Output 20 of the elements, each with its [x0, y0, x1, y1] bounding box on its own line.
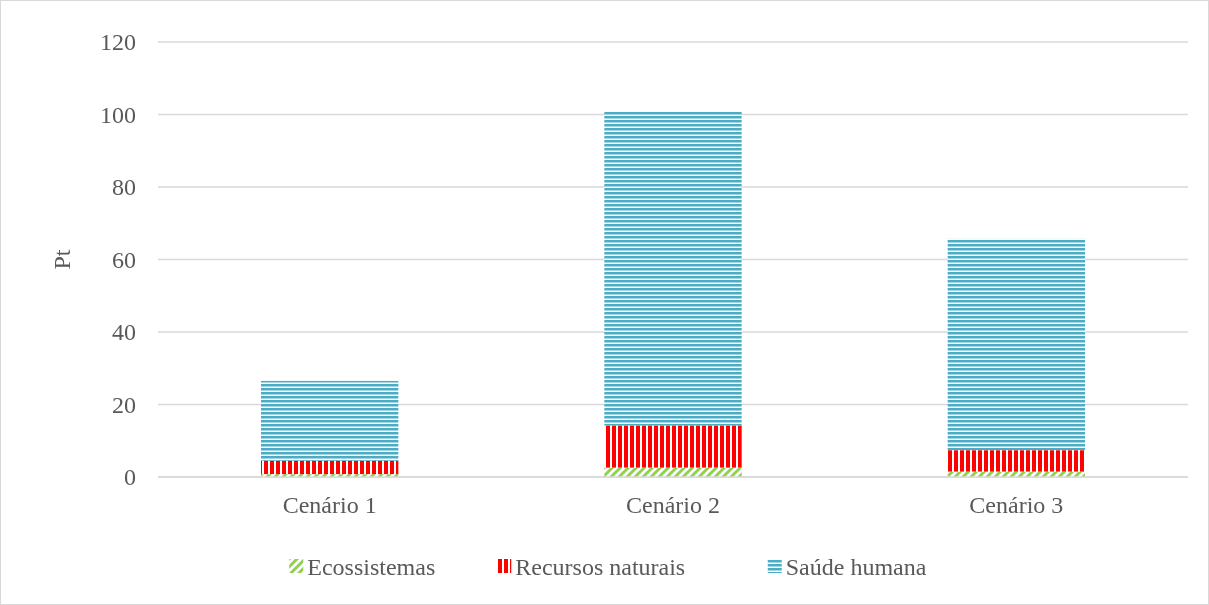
bar [261, 380, 399, 461]
y-tick-label: 60 [112, 246, 136, 273]
y-tick-label: 20 [112, 391, 136, 418]
bar [947, 238, 1085, 451]
x-tick-label: Cenário 1 [282, 492, 377, 518]
bar [604, 425, 742, 468]
y-tick-label: 120 [100, 29, 136, 56]
y-tick-label: 0 [124, 464, 136, 491]
bar [947, 450, 1085, 472]
legend-label: Saúde humana [785, 554, 927, 580]
legend-label: Recursos naturais [515, 554, 686, 580]
x-tick-label: Cenário 3 [969, 492, 1064, 518]
y-tick-label: 40 [112, 319, 136, 346]
x-tick-label: Cenário 2 [626, 492, 720, 518]
y-tick-label: 100 [100, 101, 136, 128]
y-axis-title: Pt [49, 249, 75, 270]
bar [261, 460, 399, 475]
y-tick-label: 80 [112, 174, 136, 201]
bar [604, 111, 742, 426]
legend-label: Ecossistemas [307, 554, 436, 580]
